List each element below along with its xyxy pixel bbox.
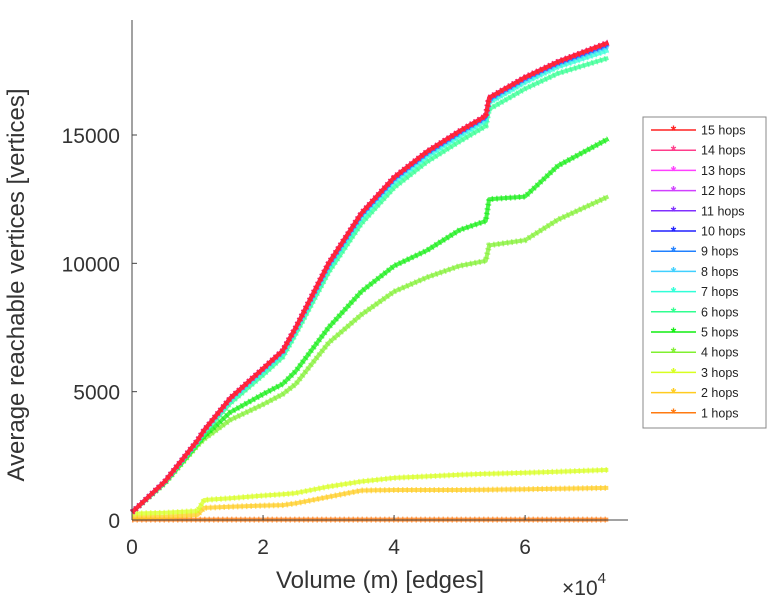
y-tick-label: 15000 [62, 125, 120, 148]
series-markers-2-hops [131, 484, 609, 521]
legend-label: 5 hops [701, 326, 739, 340]
axes [131, 20, 628, 521]
legend-label: 10 hops [701, 225, 745, 239]
legend-marker-icon: * [671, 122, 677, 138]
x-tick-label: 4 [388, 536, 400, 559]
legend-label: 7 hops [701, 285, 739, 299]
legend-marker-icon: * [671, 304, 677, 320]
legend-marker-icon: * [671, 203, 677, 219]
x-tick-label: 0 [126, 536, 138, 559]
legend: * 15 hops * 14 hops * 13 hops * 12 hops * 11 hops… [642, 116, 767, 429]
x-axis-label: Volume (m) [edges] [276, 567, 484, 594]
legend-label: 8 hops [701, 265, 739, 279]
y-tick-label: 5000 [73, 382, 120, 405]
legend-item: * 5 hops [651, 324, 739, 340]
legend-marker-icon: * [671, 142, 677, 158]
ticks: 0 2 4 6 0 5000 10000 15000 [62, 125, 531, 559]
series-line-3-hops [131, 467, 609, 516]
legend-item: * 13 hops [651, 162, 745, 178]
legend-marker-icon: * [671, 183, 677, 199]
x-multiplier-base: ×10 [562, 577, 598, 600]
legend-marker-icon: * [671, 344, 677, 360]
y-tick-label: 0 [108, 510, 120, 533]
legend-marker-icon: * [671, 162, 677, 178]
legend-label: 11 hops [701, 204, 745, 218]
legend-marker-icon: * [671, 324, 677, 340]
legend-marker-icon: * [671, 405, 677, 421]
series-markers-4-hops [130, 193, 610, 515]
series-layer [129, 39, 610, 523]
legend-item: * 12 hops [651, 183, 745, 199]
legend-label: 13 hops [701, 164, 745, 178]
legend-label: 14 hops [701, 144, 745, 158]
legend-item: * 9 hops [651, 243, 739, 259]
y-axis-label: Average reachable vertices [vertices] [3, 88, 30, 481]
legend-item: * 11 hops [651, 203, 745, 219]
legend-label: 4 hops [701, 346, 739, 360]
legend-item: * 8 hops [651, 263, 739, 279]
legend-item: * 2 hops [651, 385, 739, 401]
legend-label: 12 hops [701, 184, 745, 198]
legend-item: * 15 hops [651, 122, 745, 138]
legend-marker-icon: * [671, 385, 677, 401]
legend-label: 6 hops [701, 305, 739, 319]
x-tick-label: 2 [257, 536, 269, 559]
x-tick-label: 6 [519, 536, 531, 559]
legend-item: * 14 hops [651, 142, 745, 158]
series-line-4-hops [130, 194, 610, 514]
legend-label: 9 hops [701, 245, 739, 259]
legend-label: 3 hops [701, 366, 739, 380]
legend-box [642, 116, 767, 429]
legend-item: * 1 hops [651, 405, 739, 421]
series-line-15-hops [130, 40, 610, 514]
legend-item: * 6 hops [651, 304, 739, 320]
legend-item: * 10 hops [651, 223, 745, 239]
series-markers-5-hops [129, 136, 610, 515]
legend-label: 15 hops [701, 124, 745, 138]
series-line-5-hops [130, 137, 610, 514]
legend-item: * 4 hops [651, 344, 739, 360]
legend-label: 1 hops [701, 406, 739, 420]
y-tick-label: 10000 [62, 253, 120, 276]
legend-marker-icon: * [671, 364, 677, 380]
legend-marker-icon: * [671, 243, 677, 259]
legend-item: * 3 hops [651, 364, 739, 380]
x-multiplier: ×104 [562, 570, 606, 600]
legend-marker-icon: * [671, 263, 677, 279]
legend-marker-icon: * [671, 284, 677, 300]
x-multiplier-exponent: 4 [598, 570, 606, 587]
legend-item: * 7 hops [651, 284, 739, 300]
legend-label: 2 hops [701, 386, 739, 400]
legend-marker-icon: * [671, 223, 677, 239]
